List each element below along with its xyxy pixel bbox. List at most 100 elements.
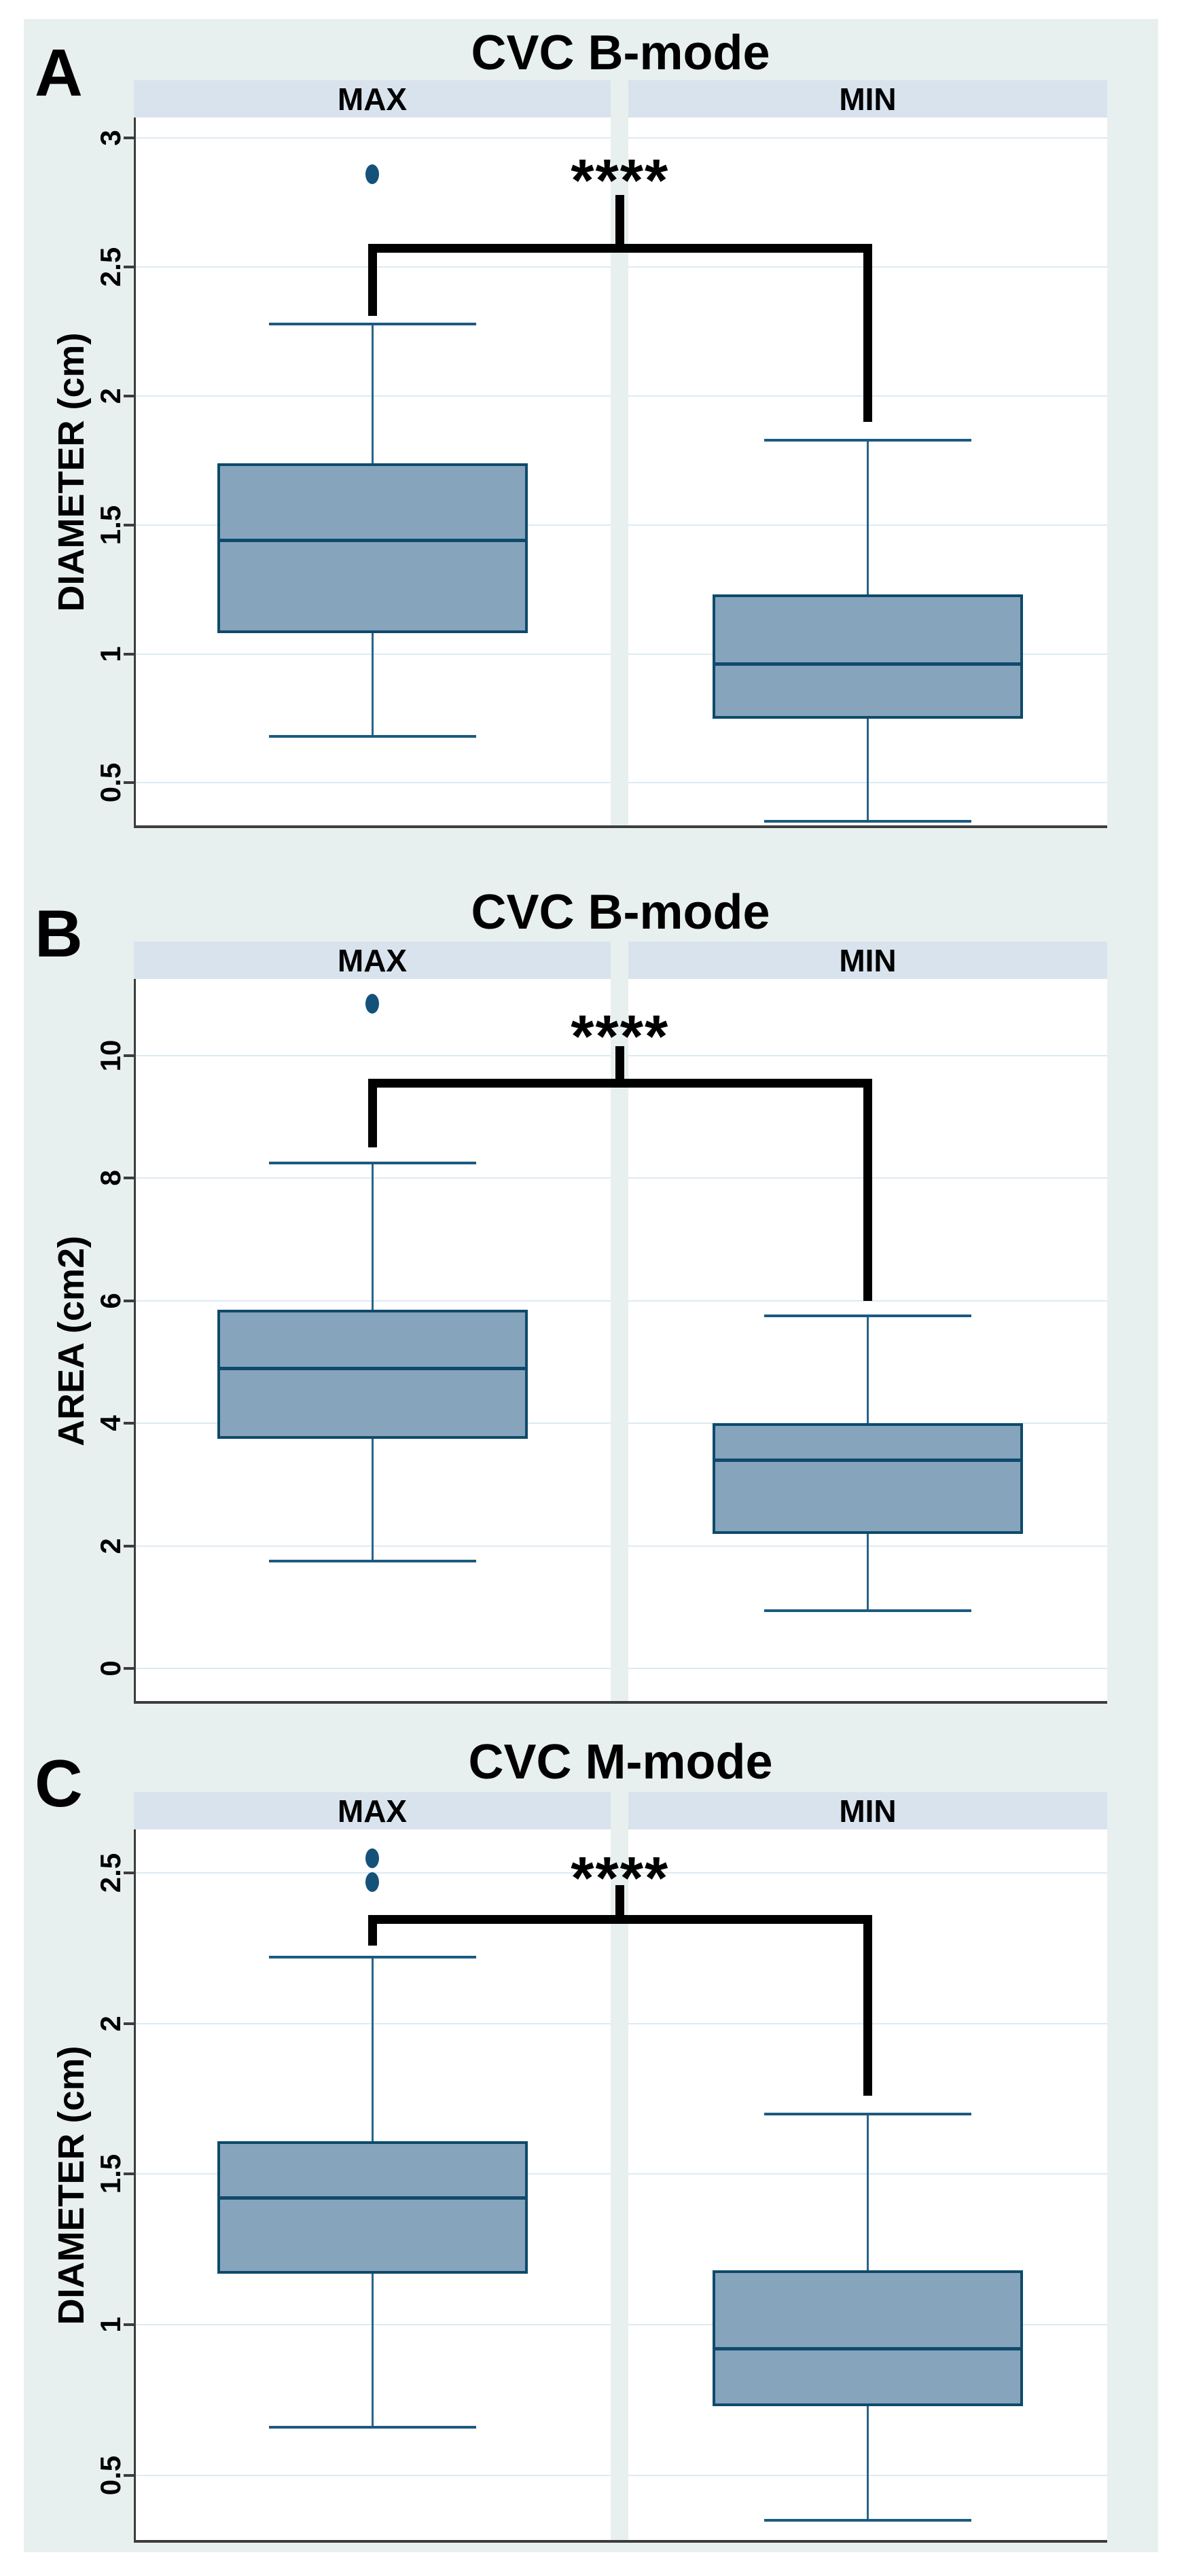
whisker-cap-top	[764, 438, 971, 442]
significance-left-leg	[367, 1915, 377, 1946]
plot-area: ****	[134, 979, 1107, 1704]
y-tick-label: 0.5	[94, 2455, 126, 2495]
whisker-cap-top	[268, 322, 476, 325]
figure-canvas: A CVC B-mode MAX MIN DIAMETER (cm) **** …	[24, 19, 1158, 2552]
y-tick-label: 4	[94, 1415, 126, 1432]
y-axis-line	[134, 1829, 136, 2541]
y-axis-title: AREA (cm2)	[51, 1235, 92, 1446]
y-tick-label: 2	[94, 2016, 126, 2032]
panel-divider	[611, 979, 628, 1702]
significance-bar	[367, 1915, 872, 1925]
whisker-cap-bottom	[764, 820, 971, 823]
panel-b: B CVC B-mode MAX MIN AREA (cm2) **** 0 2 4…	[24, 846, 1158, 1712]
panel-letter-b: B	[35, 896, 83, 971]
y-axis-tick	[124, 1667, 134, 1670]
panel-letter-a: A	[35, 35, 83, 110]
x-axis-line	[134, 1701, 1107, 1704]
iqr-box	[713, 1423, 1023, 1534]
whisker-cap-top	[268, 1161, 476, 1164]
y-axis-tick	[124, 2172, 134, 2176]
x-axis-line	[134, 2540, 1107, 2543]
whisker-cap-top	[268, 1956, 476, 1959]
significance-stem	[615, 1884, 625, 1916]
column-header-min: MIN	[628, 1792, 1107, 1829]
y-axis-tick	[124, 1177, 134, 1180]
column-header-min: MIN	[628, 80, 1107, 118]
column-header-max-label: MAX	[337, 942, 408, 978]
y-tick-label: 8	[94, 1170, 126, 1186]
significance-left-leg	[367, 1079, 377, 1148]
y-tick-label: 2	[94, 1538, 126, 1554]
y-tick-label: 0	[94, 1660, 126, 1677]
whisker-cap-bottom	[764, 2518, 971, 2522]
median-line	[217, 1366, 528, 1370]
panel-title-a: CVC B-mode	[471, 26, 770, 80]
significance-stem	[615, 1046, 625, 1079]
column-header-max: MAX	[134, 1792, 611, 1829]
iqr-box	[713, 594, 1023, 719]
panel-title-b: CVC B-mode	[471, 885, 770, 940]
significance-stars: ****	[571, 146, 670, 214]
significance-bar	[367, 1079, 872, 1088]
significance-bar	[367, 244, 872, 253]
whisker-cap-bottom	[268, 2425, 476, 2429]
significance-stars: ****	[571, 1844, 670, 1912]
y-tick-label: 1.5	[94, 505, 126, 545]
median-line	[713, 662, 1023, 666]
panel-c: C CVC M-mode MAX MIN DIAMETER (cm) **** …	[24, 1712, 1158, 2552]
y-axis-tick	[124, 2473, 134, 2477]
panel-a: A CVC B-mode MAX MIN DIAMETER (cm) **** …	[24, 19, 1158, 846]
y-axis-tick	[124, 137, 134, 140]
whisker-cap-bottom	[268, 735, 476, 738]
y-axis-tick	[124, 1422, 134, 1425]
y-tick-label: 1	[94, 645, 126, 662]
y-axis-title: DIAMETER (cm)	[51, 2045, 92, 2325]
panel-divider	[611, 1829, 628, 2541]
outlier-dot	[365, 164, 379, 185]
iqr-box	[713, 2270, 1023, 2406]
significance-stem	[615, 194, 625, 245]
iqr-box	[217, 1310, 528, 1439]
y-axis-tick	[124, 1054, 134, 1057]
y-axis-tick	[124, 395, 134, 397]
significance-stars: ****	[571, 1002, 670, 1070]
outlier-dot	[365, 993, 379, 1014]
median-line	[713, 1458, 1023, 1462]
y-tick-label: 6	[94, 1293, 126, 1309]
y-axis-tick	[124, 266, 134, 269]
whisker-cap-top	[764, 1314, 971, 1318]
significance-right-leg	[863, 1915, 872, 2096]
whisker-cap-bottom	[764, 1609, 971, 1612]
y-axis-tick	[124, 1299, 134, 1302]
y-tick-label: 1.5	[94, 2154, 126, 2194]
y-tick-label: 3	[94, 130, 126, 147]
plot-area: ****	[134, 118, 1107, 828]
column-header-max-label: MAX	[337, 81, 408, 117]
iqr-box	[217, 2141, 528, 2274]
significance-right-leg	[863, 244, 872, 422]
y-tick-label: 2.5	[94, 247, 126, 287]
y-tick-label: 0.5	[94, 763, 126, 803]
y-axis-title: DIAMETER (cm)	[51, 332, 92, 612]
significance-right-leg	[863, 1079, 872, 1301]
y-axis-tick	[124, 1544, 134, 1548]
y-axis-tick	[124, 2323, 134, 2326]
column-header-min-label: MIN	[839, 942, 897, 978]
column-header-min: MIN	[628, 942, 1107, 979]
y-axis-line	[134, 118, 136, 827]
panel-letter-c: C	[35, 1746, 83, 1821]
median-line	[217, 2196, 528, 2200]
y-axis-tick	[124, 2022, 134, 2025]
y-tick-label: 2	[94, 388, 126, 404]
panel-title-c: CVC M-mode	[468, 1735, 773, 1789]
column-header-max-label: MAX	[337, 1793, 408, 1829]
whisker-cap-bottom	[268, 1560, 476, 1563]
x-axis-line	[134, 825, 1107, 828]
column-header-min-label: MIN	[839, 81, 897, 117]
outlier-dot	[365, 1872, 379, 1893]
whisker-cap-top	[764, 2112, 971, 2115]
significance-left-leg	[367, 244, 377, 317]
y-axis-tick	[124, 652, 134, 656]
column-header-max: MAX	[134, 80, 611, 118]
